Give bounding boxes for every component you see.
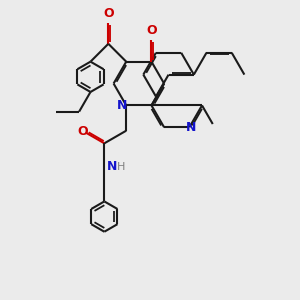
Text: O: O [103, 7, 114, 20]
Text: H: H [116, 162, 125, 172]
Text: N: N [186, 121, 196, 134]
Text: O: O [77, 125, 88, 138]
Text: O: O [146, 24, 157, 37]
Text: N: N [117, 99, 127, 112]
Text: N: N [106, 160, 117, 173]
